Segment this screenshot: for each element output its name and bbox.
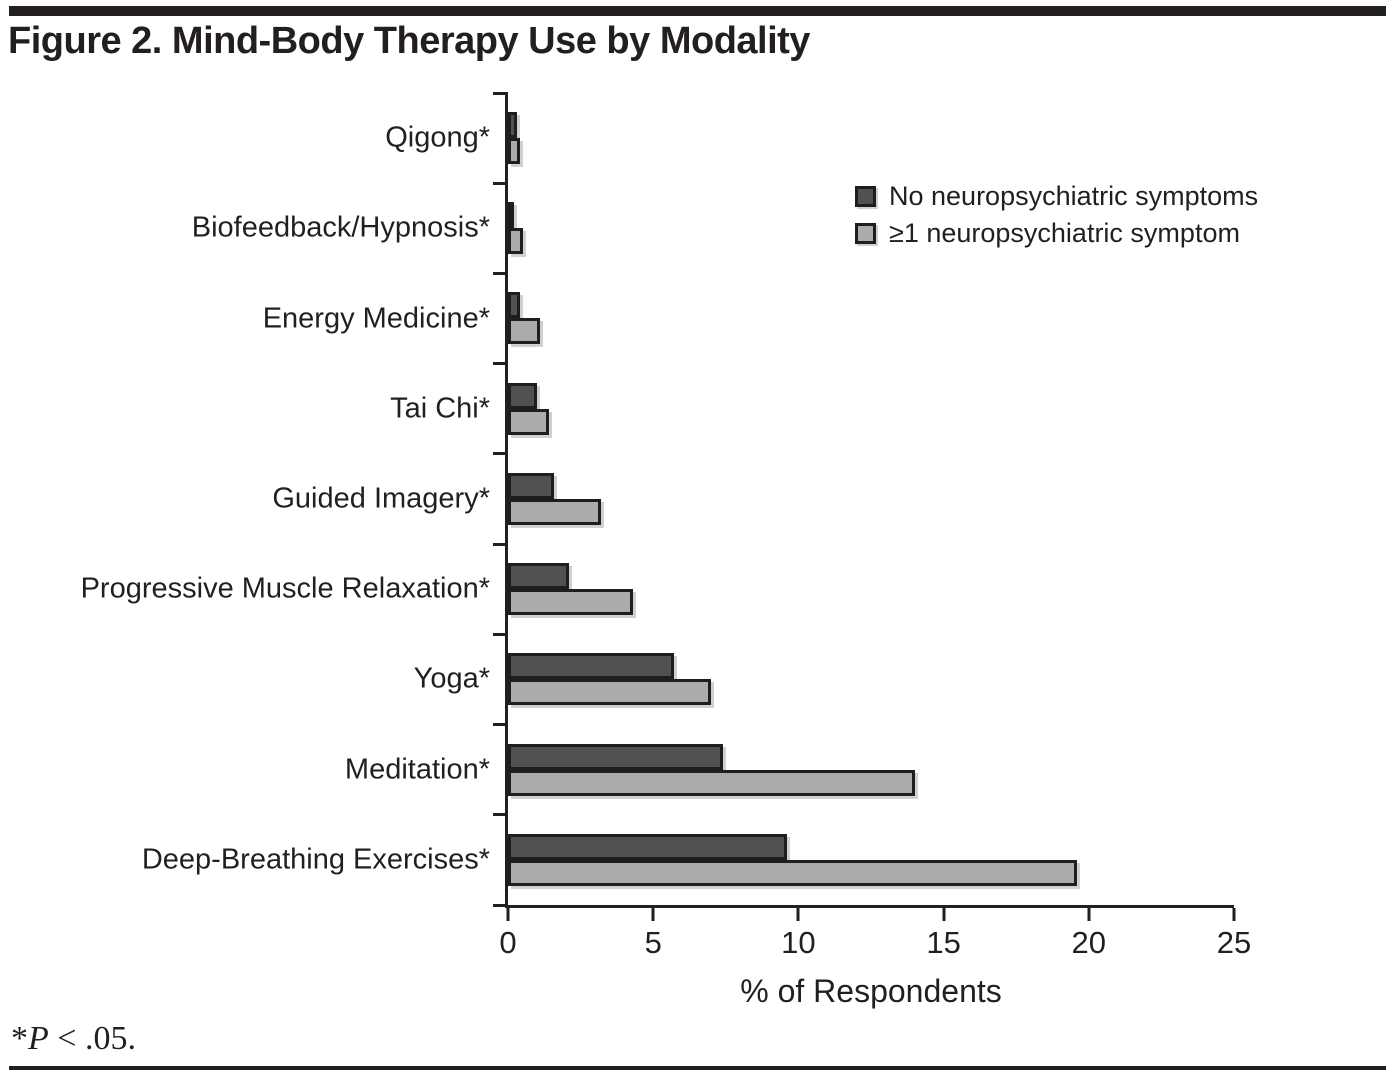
bar-ge1-symptom xyxy=(508,859,1078,886)
category-band: Progressive Muscle Relaxation* xyxy=(81,544,1234,634)
footnote-asterisk: * xyxy=(11,1020,28,1057)
category-band: Energy Medicine* xyxy=(263,273,1234,363)
category-band: Biofeedback/Hypnosis* xyxy=(192,183,1234,273)
legend-swatch-icon xyxy=(855,186,876,207)
footnote: *P < .05. xyxy=(11,1020,136,1058)
bar-no-symptoms xyxy=(508,382,538,409)
bar-ge1-symptom xyxy=(508,228,523,255)
x-axis-title: % of Respondents xyxy=(740,973,1002,1009)
category-band: Yoga* xyxy=(414,634,1234,724)
bar-no-symptoms xyxy=(508,202,514,229)
category-label: Biofeedback/Hypnosis* xyxy=(191,211,490,244)
bar-ge1-symptom xyxy=(508,138,520,164)
bar-no-symptoms xyxy=(508,292,520,319)
bar-no-symptoms xyxy=(508,112,517,138)
category-label: Yoga* xyxy=(413,662,490,695)
x-axis-tick xyxy=(796,908,800,921)
category-band: Deep-Breathing Exercises* xyxy=(142,815,1234,905)
y-axis-tick xyxy=(493,91,508,95)
figure-title: Figure 2. Mind-Body Therapy Use by Modal… xyxy=(8,20,810,62)
category-label: Guided Imagery* xyxy=(272,482,490,515)
x-axis-tick-label: 20 xyxy=(1071,925,1107,960)
legend-row: No neuropsychiatric symptoms xyxy=(855,178,1258,215)
category-band: Qigong* xyxy=(385,93,1234,183)
footnote-p-symbol: P xyxy=(28,1020,49,1057)
bar-chart-plot-area: % of Respondents Qigong* Biofeedback/Hypn… xyxy=(81,91,1251,1009)
y-axis-tick xyxy=(493,181,508,185)
bottom-rule xyxy=(9,1066,1386,1070)
category-label: Qigong* xyxy=(385,121,490,154)
category-label: Progressive Muscle Relaxation* xyxy=(80,572,490,605)
category-label: Energy Medicine* xyxy=(262,302,490,335)
x-axis-tick xyxy=(506,908,510,921)
x-axis-tick xyxy=(1087,908,1091,921)
category-band: Meditation* xyxy=(345,725,1234,815)
bar-ge1-symptom xyxy=(508,318,540,345)
x-axis-tick xyxy=(1232,908,1236,921)
footnote-text: < .05. xyxy=(48,1020,136,1057)
x-axis-tick-label: 5 xyxy=(644,925,662,960)
legend-swatch-icon xyxy=(855,223,876,244)
category-band: Tai Chi* xyxy=(390,364,1234,454)
y-axis-tick xyxy=(493,723,508,727)
bar-no-symptoms xyxy=(508,472,555,499)
legend-label: No neuropsychiatric symptoms xyxy=(889,181,1259,211)
y-axis-tick xyxy=(493,813,508,817)
chart-legend: No neuropsychiatric symptoms ≥1 neuropsyc… xyxy=(855,178,1258,252)
x-axis-tick-label: 0 xyxy=(499,925,517,960)
legend-row: ≥1 neuropsychiatric symptom xyxy=(855,215,1258,252)
x-axis-tick-label: 10 xyxy=(781,925,816,960)
bar-no-symptoms xyxy=(508,743,723,770)
x-axis-tick-label: 25 xyxy=(1216,925,1252,960)
bar-no-symptoms xyxy=(508,833,787,860)
bar-ge1-symptom xyxy=(508,769,915,796)
y-axis-tick xyxy=(493,452,508,456)
y-axis-tick xyxy=(493,362,508,366)
y-axis-tick xyxy=(493,271,508,275)
bar-ge1-symptom xyxy=(508,408,549,435)
bar-no-symptoms xyxy=(508,563,569,590)
y-axis-tick xyxy=(493,542,508,546)
category-band: Guided Imagery* xyxy=(272,454,1234,544)
y-axis-tick xyxy=(493,632,508,636)
category-label: Tai Chi* xyxy=(390,392,490,425)
x-axis-tick xyxy=(942,908,946,921)
x-axis-tick xyxy=(651,908,655,921)
bar-no-symptoms xyxy=(508,653,674,680)
category-label: Meditation* xyxy=(344,753,490,786)
bar-ge1-symptom xyxy=(508,679,712,706)
bar-ge1-symptom xyxy=(508,498,601,525)
top-rule xyxy=(9,6,1386,16)
y-axis-tick xyxy=(493,903,508,907)
legend-label: ≥1 neuropsychiatric symptom xyxy=(889,218,1240,248)
x-axis-tick-label: 15 xyxy=(926,925,961,960)
category-label: Deep-Breathing Exercises* xyxy=(141,843,490,876)
bar-ge1-symptom xyxy=(508,589,633,616)
